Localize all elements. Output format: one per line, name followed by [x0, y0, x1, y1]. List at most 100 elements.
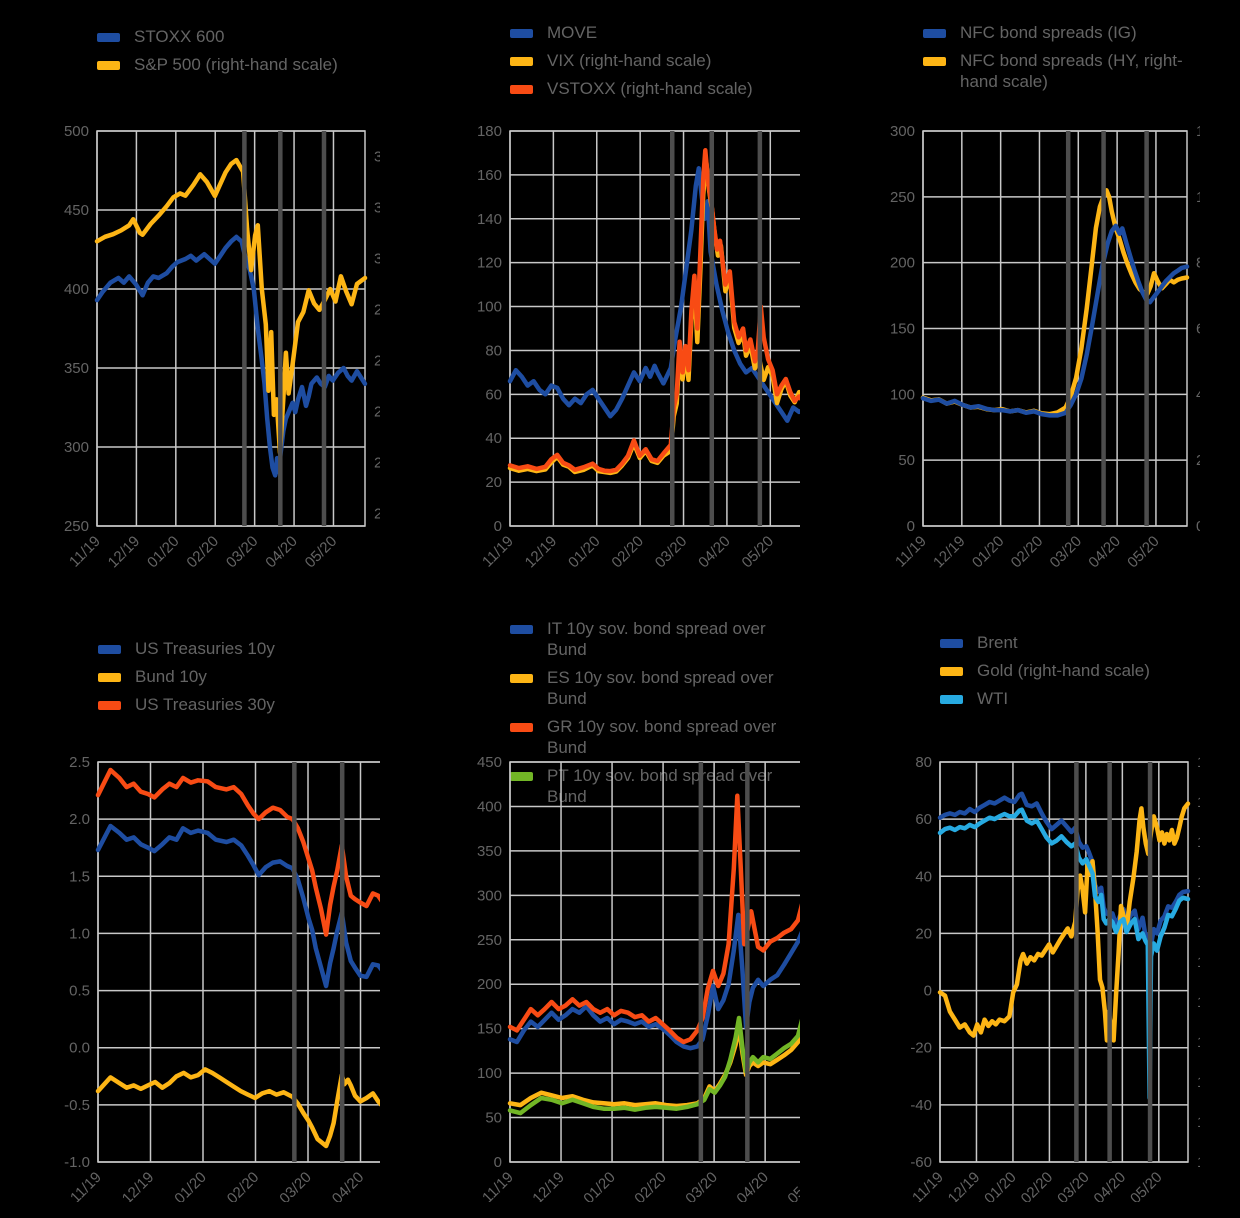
legend-item: GR 10y sov. bond spread over Bund	[510, 716, 796, 758]
svg-text:2,400: 2,400	[374, 403, 380, 420]
svg-text:12/19: 12/19	[930, 533, 969, 572]
series-nfc-bond-spreads-ig-	[920, 223, 1190, 418]
svg-text:-40: -40	[910, 1097, 932, 1114]
legend-swatch-icon	[923, 29, 946, 38]
svg-text:05/20: 05/20	[784, 1169, 800, 1202]
series-es	[507, 1024, 800, 1109]
legend-swatch-icon	[97, 61, 120, 70]
series-gr	[507, 793, 800, 1045]
volatility-chart: MOVE VIX (right-hand scale) VSTOXX (right-…	[460, 16, 800, 584]
svg-text:200: 200	[477, 976, 502, 993]
svg-text:200: 200	[1196, 452, 1200, 469]
svg-text:200: 200	[890, 255, 915, 272]
legend-label: GR 10y sov. bond spread over Bund	[547, 717, 777, 757]
svg-text:1,450: 1,450	[1197, 1034, 1200, 1051]
svg-text:-60: -60	[910, 1154, 932, 1171]
svg-text:800: 800	[1196, 255, 1200, 272]
svg-text:05/20: 05/20	[1124, 533, 1163, 572]
svg-text:03/20: 03/20	[652, 533, 691, 572]
svg-text:1,000: 1,000	[1196, 189, 1200, 206]
svg-text:40: 40	[485, 430, 502, 447]
legend-item: VSTOXX (right-hand scale)	[510, 78, 796, 99]
svg-text:1,400: 1,400	[1197, 1074, 1200, 1091]
legend-item: S&P 500 (right-hand scale)	[97, 54, 376, 75]
svg-text:2,000: 2,000	[374, 505, 380, 522]
svg-text:2.0: 2.0	[69, 811, 90, 828]
svg-text:2,200: 2,200	[374, 454, 380, 471]
svg-text:250: 250	[64, 518, 89, 535]
svg-text:120: 120	[477, 255, 502, 272]
nfc-bond-spreads-chart: NFC bond spreads (IG) NFC bond spreads (H…	[880, 16, 1200, 584]
svg-text:01/20: 01/20	[144, 533, 183, 572]
svg-text:300: 300	[64, 439, 89, 456]
svg-text:1,500: 1,500	[1197, 994, 1200, 1011]
svg-text:05/20: 05/20	[302, 533, 341, 572]
legend-label: PT 10y sov. bond spread over Bund	[547, 766, 773, 806]
svg-text:450: 450	[64, 202, 89, 219]
svg-text:11/19: 11/19	[892, 533, 930, 571]
svg-text:-20: -20	[910, 1040, 932, 1057]
legend-item: ES 10y sov. bond spread over Bund	[510, 667, 796, 709]
svg-text:160: 160	[477, 167, 502, 184]
legend-item: MOVE	[510, 22, 796, 43]
svg-text:04/20: 04/20	[262, 533, 301, 572]
svg-text:04/20: 04/20	[695, 533, 734, 572]
legend-swatch-icon	[940, 667, 963, 676]
sovereign-spreads-plot: 450 400 350 300 250 200 150 100 50 011/19 12/19 01/…	[477, 756, 800, 1202]
sovereign-spreads-chart: IT 10y sov. bond spread over Bund ES 10y …	[460, 616, 800, 1202]
svg-text:03/20: 03/20	[276, 1169, 315, 1202]
svg-text:20: 20	[485, 474, 502, 491]
svg-text:03/20: 03/20	[682, 1169, 721, 1202]
svg-text:01/20: 01/20	[981, 1169, 1020, 1202]
svg-text:2,600: 2,600	[374, 352, 380, 369]
svg-text:150: 150	[477, 1021, 502, 1038]
series-bund-10y	[95, 1067, 380, 1149]
legend-swatch-icon	[510, 674, 533, 683]
series-s-p-500	[94, 157, 368, 456]
svg-text:100: 100	[477, 299, 502, 316]
volatility-legend: MOVE VIX (right-hand scale) VSTOXX (right-…	[460, 16, 800, 116]
svg-text:0: 0	[907, 518, 915, 535]
commodities-legend: Brent Gold (right-hand scale) WTI	[880, 616, 1200, 756]
legend-item: NFC bond spreads (IG)	[923, 22, 1196, 43]
svg-text:0: 0	[1196, 518, 1200, 535]
sovereign-spreads-legend: IT 10y sov. bond spread over Bund ES 10y …	[460, 616, 800, 806]
legend-label: WTI	[977, 689, 1009, 708]
svg-text:150: 150	[890, 321, 915, 338]
svg-text:02/20: 02/20	[183, 533, 222, 572]
series-stoxx-600	[94, 234, 368, 478]
equities-legend: STOXX 600 S&P 500 (right-hand scale)	[40, 16, 380, 116]
legend-label: US Treasuries 30y	[135, 695, 275, 714]
svg-text:80: 80	[915, 756, 932, 771]
svg-text:0.0: 0.0	[69, 1040, 90, 1057]
commodities-chart: Brent Gold (right-hand scale) WTI 80 60 40 20…	[880, 616, 1200, 1202]
legend-label: US Treasuries 10y	[135, 639, 275, 658]
svg-text:20: 20	[915, 925, 932, 942]
svg-text:100: 100	[477, 1065, 502, 1082]
svg-text:02/20: 02/20	[1018, 1169, 1057, 1202]
svg-text:-0.5: -0.5	[64, 1097, 90, 1114]
svg-text:12/19: 12/19	[119, 1169, 158, 1202]
svg-text:140: 140	[477, 211, 502, 228]
svg-text:01/20: 01/20	[580, 1169, 619, 1202]
svg-text:04/20: 04/20	[1091, 1169, 1130, 1202]
legend-label: IT 10y sov. bond spread over Bund	[547, 619, 766, 659]
legend-swatch-icon	[98, 701, 121, 710]
legend-item: US Treasuries 10y	[98, 638, 376, 659]
svg-text:04/20: 04/20	[329, 1169, 368, 1202]
svg-text:500: 500	[64, 123, 89, 140]
legend-swatch-icon	[510, 723, 533, 732]
svg-text:400: 400	[1196, 386, 1200, 403]
svg-text:300: 300	[477, 887, 502, 904]
legend-label: STOXX 600	[134, 27, 225, 46]
legend-swatch-icon	[98, 673, 121, 682]
legend-swatch-icon	[510, 85, 533, 94]
legend-label: S&P 500 (right-hand scale)	[134, 55, 338, 74]
svg-text:350: 350	[477, 843, 502, 860]
svg-text:11/19: 11/19	[479, 533, 517, 571]
legend-swatch-icon	[940, 639, 963, 648]
svg-text:0: 0	[494, 518, 502, 535]
svg-text:2,800: 2,800	[374, 301, 380, 318]
